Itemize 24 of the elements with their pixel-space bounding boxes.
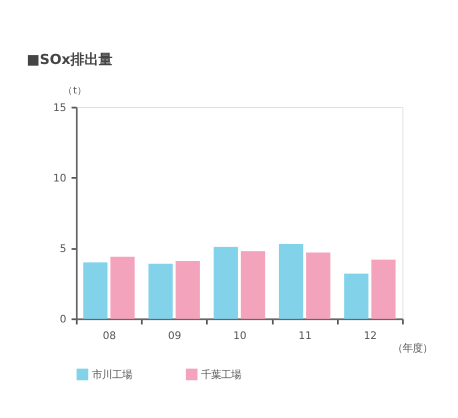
x-axis-title: （年度） <box>392 342 432 354</box>
bar <box>176 260 200 319</box>
y-tick-label: 5 <box>60 243 66 256</box>
bar <box>214 246 238 319</box>
x-tick-label: 11 <box>298 330 312 342</box>
chart-title: ■SOx排出量 <box>26 52 112 68</box>
legend-label: 千葉工場 <box>201 368 242 381</box>
bar <box>110 256 135 319</box>
bar <box>148 264 173 319</box>
x-tick-label: 12 <box>364 330 377 342</box>
bar <box>240 251 266 319</box>
bar <box>306 252 330 319</box>
y-tick-label: 10 <box>53 172 66 185</box>
bar <box>278 244 304 319</box>
x-tick-label: 10 <box>233 330 246 342</box>
bar <box>83 262 108 319</box>
bar <box>371 260 396 319</box>
y-tick-label: 15 <box>53 102 66 114</box>
y-tick-label: 0 <box>60 314 66 326</box>
x-tick-label: 09 <box>168 330 182 342</box>
legend-label: 市川工場 <box>92 368 132 381</box>
y-axis-title: （t） <box>63 86 87 97</box>
x-tick-label: 08 <box>102 330 116 342</box>
bar <box>344 274 368 319</box>
